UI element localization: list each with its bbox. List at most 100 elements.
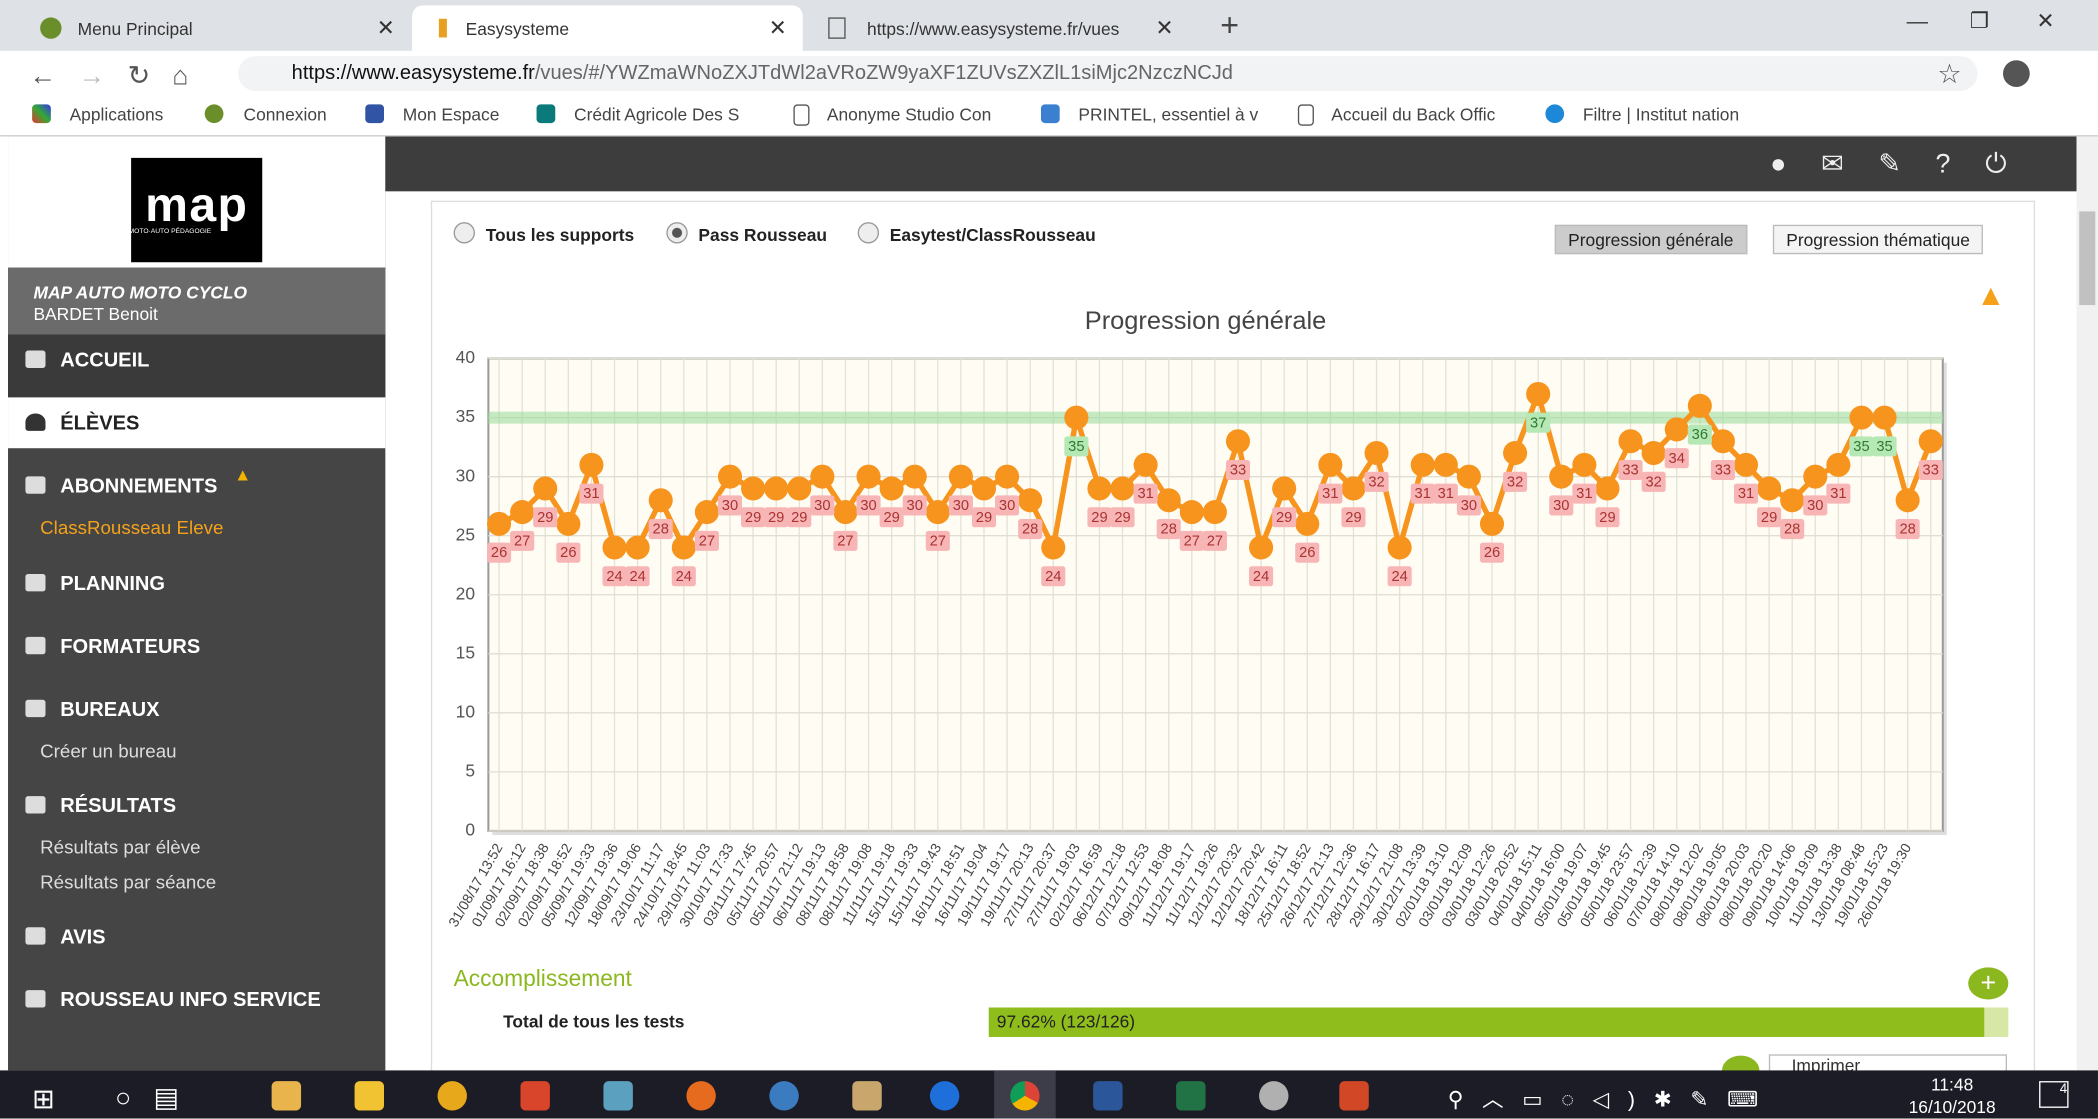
point (1110, 476, 1134, 500)
taskbar-app[interactable] (1259, 1081, 1288, 1110)
value-label: 30 (814, 498, 830, 514)
value-label: 26 (1299, 545, 1315, 561)
point (602, 535, 626, 559)
point (926, 500, 950, 524)
value-label: 24 (606, 569, 622, 585)
y-tick-label: 40 (456, 347, 475, 367)
point (1041, 535, 1065, 559)
value-label: 29 (1091, 510, 1107, 526)
value-label: 30 (1553, 498, 1569, 514)
value-label: 29 (976, 510, 992, 526)
value-label: 27 (930, 533, 946, 549)
taskbar-app[interactable] (1010, 1081, 1039, 1110)
taskbar-app[interactable] (686, 1081, 715, 1110)
y-tick-label: 15 (456, 642, 475, 662)
value-label: 33 (1923, 463, 1939, 479)
point (810, 465, 834, 489)
point (1457, 465, 1481, 489)
point (533, 476, 557, 500)
value-label: 30 (1807, 498, 1823, 514)
point (1757, 476, 1781, 500)
point (1526, 382, 1550, 406)
point (1087, 476, 1111, 500)
clock[interactable]: 11:48 16/10/2018 (1905, 1074, 1999, 1117)
value-label: 28 (1022, 522, 1038, 538)
taskbar-app[interactable] (438, 1081, 467, 1110)
point (556, 512, 580, 536)
start-button[interactable]: ⊞ (32, 1082, 54, 1115)
value-label: 26 (491, 545, 507, 561)
point (1595, 476, 1619, 500)
taskbar-app[interactable] (1339, 1081, 1368, 1110)
value-label: 30 (953, 498, 969, 514)
value-label: 35 (1853, 439, 1869, 455)
taskbar-app[interactable] (930, 1081, 959, 1110)
value-label: 24 (1045, 569, 1061, 585)
value-label: 27 (837, 533, 853, 549)
value-label: 36 (1692, 427, 1708, 443)
chart: Progression générale 31/08/17 13:5201/09… (0, 0, 2098, 1119)
value-label: 32 (1645, 474, 1661, 490)
point (1203, 500, 1227, 524)
point (1734, 453, 1758, 477)
y-tick-label: 30 (456, 465, 475, 485)
point (1896, 488, 1920, 512)
point (1549, 465, 1573, 489)
chart-title: Progression générale (1085, 307, 1327, 335)
value-label: 29 (1761, 510, 1777, 526)
value-label: 29 (768, 510, 784, 526)
value-label: 24 (629, 569, 645, 585)
point (880, 476, 904, 500)
point (1365, 441, 1389, 465)
point (1064, 406, 1088, 430)
point (1642, 441, 1666, 465)
tray-icons[interactable]: ⚲︿▭◌◁)✱✎⌨ (1448, 1081, 1777, 1113)
search[interactable]: ○ ▤ (115, 1081, 179, 1114)
value-label: 33 (1715, 463, 1731, 479)
point (1318, 453, 1342, 477)
taskbar-app[interactable] (1093, 1081, 1122, 1110)
point (579, 453, 603, 477)
taskbar-app[interactable] (603, 1081, 632, 1110)
taskbar-app[interactable] (852, 1081, 881, 1110)
value-label: 29 (1276, 510, 1292, 526)
point (1272, 476, 1296, 500)
value-label: 30 (860, 498, 876, 514)
taskbar-app[interactable] (355, 1081, 384, 1110)
page: Menu Principal ✕ Easysysteme ✕ https://w… (0, 0, 2098, 1119)
value-label: 33 (1622, 463, 1638, 479)
value-label: 31 (1738, 486, 1754, 502)
y-tick-label: 0 (465, 819, 475, 839)
point (626, 535, 650, 559)
value-label: 29 (745, 510, 761, 526)
point (1180, 500, 1204, 524)
taskbar-app[interactable] (769, 1081, 798, 1110)
value-label: 27 (699, 533, 715, 549)
point (718, 465, 742, 489)
taskbar-app[interactable] (520, 1081, 549, 1110)
date: 16/10/2018 (1905, 1097, 1999, 1117)
point (903, 465, 927, 489)
point (1434, 453, 1458, 477)
point (1619, 429, 1643, 453)
point (1411, 453, 1435, 477)
notifications[interactable]: 4 (2039, 1081, 2068, 1108)
value-label: 29 (1114, 510, 1130, 526)
value-label: 27 (514, 533, 530, 549)
taskbar-app[interactable] (272, 1081, 301, 1110)
point (856, 465, 880, 489)
point (1249, 535, 1273, 559)
point (949, 465, 973, 489)
point (787, 476, 811, 500)
time: 11:48 (1905, 1074, 1999, 1094)
value-label: 35 (1876, 439, 1892, 455)
value-label: 30 (907, 498, 923, 514)
value-label: 35 (1068, 439, 1084, 455)
y-tick-label: 20 (456, 583, 475, 603)
point (1826, 453, 1850, 477)
taskbar-app[interactable] (1176, 1081, 1205, 1110)
screen: Menu Principal ✕ Easysysteme ✕ https://w… (0, 0, 2098, 1119)
value-label: 27 (1207, 533, 1223, 549)
value-label: 32 (1368, 474, 1384, 490)
point (1873, 406, 1897, 430)
